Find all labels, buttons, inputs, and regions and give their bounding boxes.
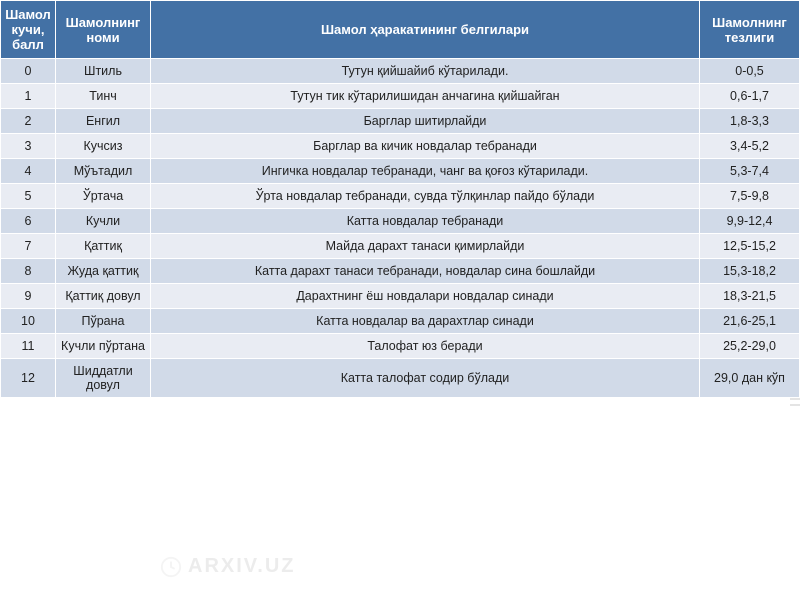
table-header-row: Шамол кучи, балл Шамолнинг номи Шамол ҳа…: [1, 1, 800, 59]
cell-force: 8: [1, 259, 56, 284]
beaufort-scale-table: Шамол кучи, балл Шамолнинг номи Шамол ҳа…: [0, 0, 800, 398]
watermark: ARXIV.UZ: [160, 555, 296, 578]
cell-description: Катта новдалар ва дарахтлар синади: [151, 309, 700, 334]
table-row: 2 Енгил Барглар шитирлайди 1,8-3,3: [1, 109, 800, 134]
cell-force: 12: [1, 359, 56, 398]
cell-force: 11: [1, 334, 56, 359]
cell-name: Мўътадил: [56, 159, 151, 184]
cell-force: 5: [1, 184, 56, 209]
table-row: 1 Тинч Тутун тик кўтарилишидан анчагина …: [1, 84, 800, 109]
cell-name: Жуда қаттиқ: [56, 259, 151, 284]
cell-speed: 0-0,5: [700, 59, 800, 84]
watermark-text: ARXIV.UZ: [188, 555, 296, 578]
cell-name: Пўрана: [56, 309, 151, 334]
table-row: 4 Мўътадил Ингичка новдалар тебранади, ч…: [1, 159, 800, 184]
cell-description: Талофат юз беради: [151, 334, 700, 359]
cell-force: 7: [1, 234, 56, 259]
cell-force: 9: [1, 284, 56, 309]
cell-name: Енгил: [56, 109, 151, 134]
cell-speed: 7,5-9,8: [700, 184, 800, 209]
cell-description: Ингичка новдалар тебранади, чанг ва қоғо…: [151, 159, 700, 184]
cell-force: 6: [1, 209, 56, 234]
cell-force: 2: [1, 109, 56, 134]
cell-force: 3: [1, 134, 56, 159]
cell-description: Майда дарахт танаси қимирлайди: [151, 234, 700, 259]
cell-description: Барглар ва кичик новдалар тебранади: [151, 134, 700, 159]
table-row: 10 Пўрана Катта новдалар ва дарахтлар си…: [1, 309, 800, 334]
table-row: 0 Штиль Тутун қийшайиб кўтарилади. 0-0,5: [1, 59, 800, 84]
cell-name: Кучли пўртана: [56, 334, 151, 359]
cell-name: Қаттиқ: [56, 234, 151, 259]
cell-speed: 29,0 дан кўп: [700, 359, 800, 398]
cell-speed: 3,4-5,2: [700, 134, 800, 159]
col-header-force: Шамол кучи, балл: [1, 1, 56, 59]
cell-name: Кучли: [56, 209, 151, 234]
table-row: 5 Ўртача Ўрта новдалар тебранади, сувда …: [1, 184, 800, 209]
table-row: 11 Кучли пўртана Талофат юз беради 25,2-…: [1, 334, 800, 359]
cell-name: Шиддатли довул: [56, 359, 151, 398]
table-row: 3 Кучсиз Барглар ва кичик новдалар тебра…: [1, 134, 800, 159]
cell-speed: 5,3-7,4: [700, 159, 800, 184]
cell-description: Катта дарахт танаси тебранади, новдалар …: [151, 259, 700, 284]
cell-speed: 18,3-21,5: [700, 284, 800, 309]
cell-force: 4: [1, 159, 56, 184]
cell-description: Тутун қийшайиб кўтарилади.: [151, 59, 700, 84]
cell-speed: 9,9-12,4: [700, 209, 800, 234]
cell-description: Катта талофат содир бўлади: [151, 359, 700, 398]
table-row: 6 Кучли Катта новдалар тебранади 9,9-12,…: [1, 209, 800, 234]
cell-speed: 21,6-25,1: [700, 309, 800, 334]
cell-description: Тутун тик кўтарилишидан анчагина қийшайг…: [151, 84, 700, 109]
col-header-speed: Шамолнинг тезлиги: [700, 1, 800, 59]
cell-name: Штиль: [56, 59, 151, 84]
cell-name: Тинч: [56, 84, 151, 109]
table-row: 9 Қаттиқ довул Дарахтнинг ёш новдалари н…: [1, 284, 800, 309]
col-header-description: Шамол ҳаракатининг белгилари: [151, 1, 700, 59]
cell-speed: 15,3-18,2: [700, 259, 800, 284]
cell-force: 0: [1, 59, 56, 84]
table-body: 0 Штиль Тутун қийшайиб кўтарилади. 0-0,5…: [1, 59, 800, 398]
cell-speed: 1,8-3,3: [700, 109, 800, 134]
col-header-name: Шамолнинг номи: [56, 1, 151, 59]
cell-speed: 12,5-15,2: [700, 234, 800, 259]
table-row: 7 Қаттиқ Майда дарахт танаси қимирлайди …: [1, 234, 800, 259]
table-row: 12 Шиддатли довул Катта талофат содир бў…: [1, 359, 800, 398]
cell-force: 10: [1, 309, 56, 334]
cell-description: Ўрта новдалар тебранади, сувда тўлқинлар…: [151, 184, 700, 209]
cell-speed: 0,6-1,7: [700, 84, 800, 109]
cell-description: Катта новдалар тебранади: [151, 209, 700, 234]
cell-description: Дарахтнинг ёш новдалари новдалар синади: [151, 284, 700, 309]
cell-name: Кучсиз: [56, 134, 151, 159]
cell-name: Қаттиқ довул: [56, 284, 151, 309]
cell-name: Ўртача: [56, 184, 151, 209]
cell-force: 1: [1, 84, 56, 109]
watermark-icon: [160, 556, 182, 578]
cell-description: Барглар шитирлайди: [151, 109, 700, 134]
table-row: 8 Жуда қаттиқ Катта дарахт танаси тебран…: [1, 259, 800, 284]
cell-speed: 25,2-29,0: [700, 334, 800, 359]
